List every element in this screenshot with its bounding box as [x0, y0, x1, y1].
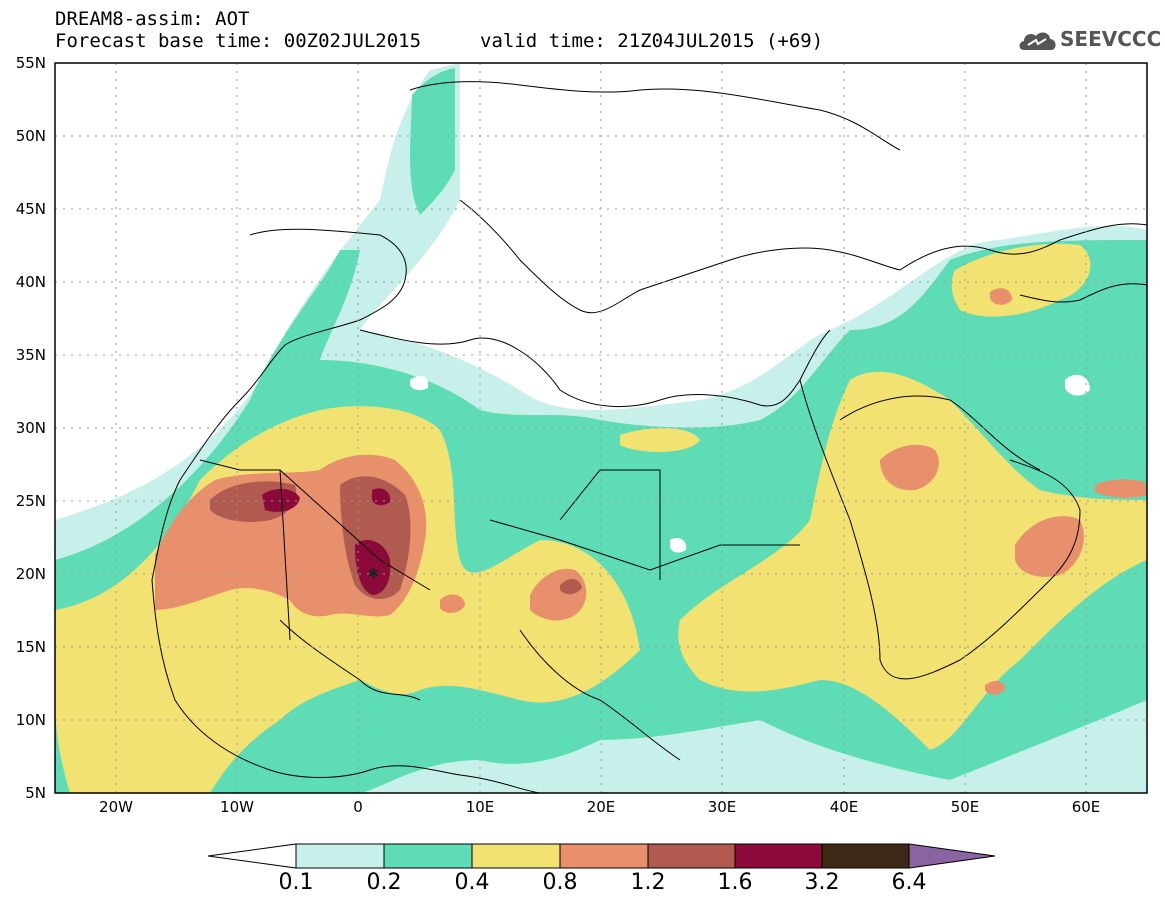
y-tick-label: 45N: [15, 200, 46, 218]
x-tick-label: 20W: [99, 798, 133, 816]
aot-clear-patch: [410, 374, 1090, 553]
colorbar-label: 0.4: [454, 870, 490, 895]
x-tick-label: 10E: [465, 798, 495, 816]
logo-text: SEEVCCC: [1060, 27, 1162, 51]
y-tick-label: 5N: [25, 784, 46, 802]
x-tick-label: 40E: [829, 798, 859, 816]
x-tick-label: 20E: [586, 798, 616, 816]
x-tick-label: 0: [353, 798, 363, 816]
y-tick-label: 25N: [15, 492, 46, 510]
colorbar-label: 6.4: [891, 870, 927, 895]
graticule: [55, 63, 1147, 793]
y-tick-label: 30N: [15, 419, 46, 437]
colorbar-label: 0.8: [542, 870, 578, 895]
chart-title: DREAM8-assim: AOT: [55, 8, 250, 30]
valid-time: valid time: 21Z04JUL2015 (+69): [480, 30, 824, 52]
forecast-base-time: Forecast base time: 00Z02JUL2015: [55, 30, 422, 52]
colorbar-label: 0.2: [366, 870, 402, 895]
cloud-logo-icon: [1019, 32, 1056, 50]
colorbar-label: 1.2: [630, 870, 666, 895]
y-tick-label: 40N: [15, 273, 46, 291]
y-tick-label: 20N: [15, 565, 46, 583]
coastlines: [151, 81, 1147, 793]
y-tick-label: 35N: [15, 346, 46, 364]
y-tick-label: 15N: [15, 638, 46, 656]
colorbar-label: 0.1: [278, 870, 314, 895]
y-tick-label: 55N: [15, 54, 46, 72]
colorbar-label: 3.2: [804, 870, 840, 895]
colorbar: [207, 843, 996, 869]
x-tick-label: 10W: [220, 798, 254, 816]
x-tick-label: 60E: [1071, 798, 1101, 816]
colorbar-label: 1.6: [717, 870, 753, 895]
x-tick-label: 50E: [950, 798, 980, 816]
star-marker-icon: ✱: [368, 562, 379, 583]
aot-contour-1.6: [262, 488, 391, 595]
x-tick-label: 30E: [707, 798, 737, 816]
y-tick-label: 50N: [15, 127, 46, 145]
y-tick-label: 10N: [15, 711, 46, 729]
plot-frame: [54, 62, 1148, 794]
